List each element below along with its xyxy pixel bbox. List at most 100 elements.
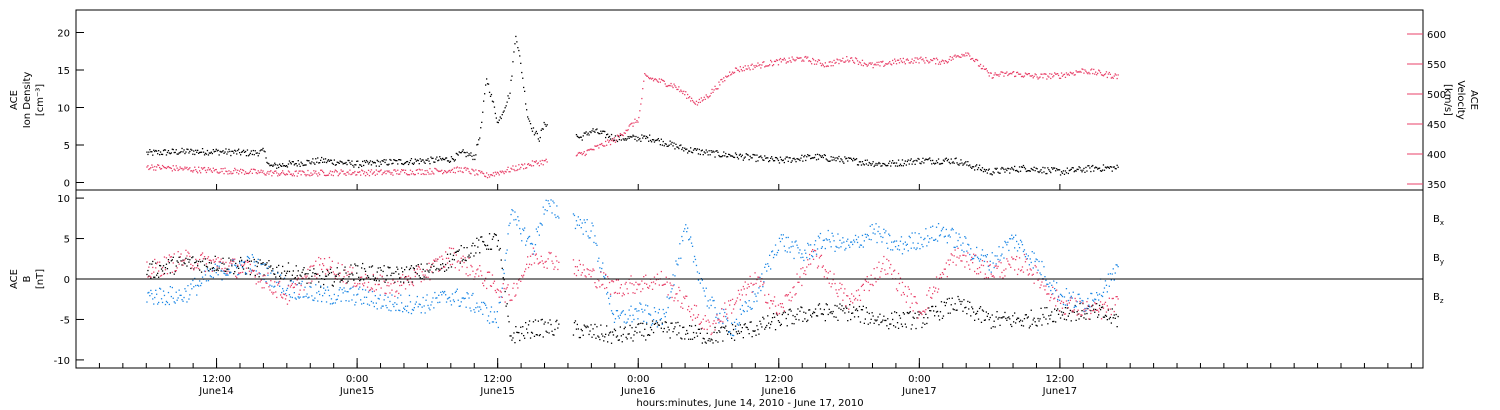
bx-point <box>615 336 618 338</box>
by-point <box>477 306 479 308</box>
bx-point <box>745 326 747 328</box>
bz-point <box>1092 310 1094 312</box>
by-point <box>219 261 221 264</box>
bz-point <box>976 268 979 270</box>
by-point <box>197 284 199 286</box>
bx-point <box>432 272 434 274</box>
bz-point <box>280 294 282 296</box>
by-point <box>1107 273 1109 275</box>
bz-point <box>505 288 507 290</box>
velocity-point <box>369 171 372 173</box>
by-point <box>320 285 322 287</box>
bx-point <box>604 336 606 338</box>
velocity-point <box>735 67 738 69</box>
by-point <box>1053 280 1055 282</box>
velocity-point <box>1087 73 1089 75</box>
velocity-point <box>971 58 973 60</box>
bx-point <box>863 322 865 324</box>
by-point <box>393 305 395 308</box>
by-point <box>387 296 389 298</box>
bz-point <box>271 291 273 293</box>
velocity-point <box>222 168 224 170</box>
bx-point <box>870 318 872 320</box>
by-point <box>519 227 521 230</box>
velocity-point <box>585 153 587 155</box>
velocity-point <box>1108 71 1110 74</box>
velocity-point <box>710 92 712 94</box>
by-point <box>853 241 856 243</box>
bx-point <box>430 266 432 269</box>
by-point <box>334 302 336 304</box>
by-point <box>699 282 701 284</box>
velocity-point <box>318 172 320 174</box>
bz-point <box>1062 301 1065 304</box>
bx-point <box>668 329 670 331</box>
bx-point <box>832 310 834 313</box>
bz-point <box>900 294 903 296</box>
velocity-point <box>399 173 401 175</box>
bx-point <box>260 262 262 265</box>
density-point <box>618 138 620 141</box>
by-point <box>333 293 335 296</box>
by-point <box>598 257 600 259</box>
bz-point <box>458 269 460 271</box>
bottom-ytick-label-3: 5 <box>64 235 70 246</box>
bx-point <box>578 336 580 339</box>
density-point <box>425 159 427 161</box>
bz-point <box>578 259 580 262</box>
density-point <box>154 150 156 153</box>
density-point <box>427 158 429 160</box>
density-point <box>211 152 213 155</box>
velocity-point <box>479 170 481 172</box>
bz-point <box>755 282 757 285</box>
bx-point <box>253 258 255 261</box>
density-point <box>492 101 495 103</box>
bx-point <box>1034 321 1036 323</box>
bz-point <box>808 263 810 266</box>
bz-point <box>888 260 890 262</box>
bz-point <box>443 266 445 268</box>
bx-point <box>960 303 962 305</box>
by-point <box>668 297 670 300</box>
bx-point <box>650 329 653 331</box>
density-point <box>317 157 319 159</box>
by-point <box>192 279 194 282</box>
by-point <box>913 247 915 249</box>
by-point <box>271 285 273 287</box>
by-point <box>1021 244 1024 246</box>
velocity-point <box>750 64 752 66</box>
density-point <box>981 167 984 169</box>
velocity-point <box>578 151 580 154</box>
by-point <box>185 290 187 292</box>
density-point <box>174 151 176 154</box>
density-point <box>659 144 661 146</box>
bz-point <box>945 262 947 264</box>
velocity-point <box>384 170 386 172</box>
density-point <box>438 159 440 161</box>
bz-point <box>995 265 997 267</box>
bz-point <box>1000 262 1002 264</box>
density-point <box>391 163 393 165</box>
density-point <box>946 160 948 162</box>
density-point <box>1065 172 1068 174</box>
velocity-point <box>876 61 878 64</box>
bx-point <box>928 307 930 309</box>
by-point <box>976 256 979 258</box>
density-point <box>479 137 481 139</box>
by-point <box>672 274 674 276</box>
bx-point <box>654 322 657 325</box>
by-point <box>816 248 819 250</box>
density-point <box>342 163 344 165</box>
velocity-point <box>886 63 888 65</box>
density-point <box>336 161 338 163</box>
bz-point <box>435 258 437 260</box>
bx-point <box>168 262 170 264</box>
density-point <box>405 161 408 163</box>
bz-point <box>445 257 448 259</box>
by-point <box>640 303 642 305</box>
density-point <box>601 132 603 134</box>
bx-point <box>1053 320 1055 323</box>
bz-point <box>233 260 235 263</box>
density-point <box>187 148 189 151</box>
bx-point <box>638 323 640 325</box>
